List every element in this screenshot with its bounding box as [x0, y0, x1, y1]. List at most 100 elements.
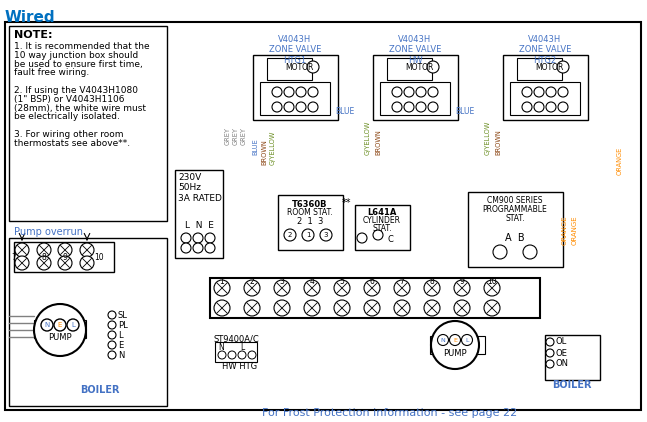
Circle shape — [546, 102, 556, 112]
Text: 4: 4 — [309, 276, 314, 286]
Circle shape — [108, 321, 116, 329]
Text: V4043H
ZONE VALVE
HTG1: V4043H ZONE VALVE HTG1 — [269, 35, 321, 65]
Text: 6: 6 — [369, 276, 375, 286]
Text: L: L — [240, 344, 245, 352]
Text: PL: PL — [118, 320, 127, 330]
Bar — [14, 242, 114, 272]
Text: 7: 7 — [400, 276, 404, 286]
Bar — [260, 82, 330, 115]
Circle shape — [34, 304, 86, 356]
Circle shape — [357, 233, 367, 243]
Text: SL: SL — [118, 311, 128, 319]
Circle shape — [308, 102, 318, 112]
Circle shape — [15, 256, 29, 270]
Text: NOTE:: NOTE: — [14, 30, 52, 40]
Circle shape — [484, 280, 500, 296]
Circle shape — [404, 102, 414, 112]
Text: BOILER: BOILER — [553, 380, 592, 390]
Bar — [168, 108, 632, 378]
Circle shape — [546, 338, 554, 346]
Bar — [510, 82, 580, 115]
Bar — [215, 342, 257, 362]
Text: N: N — [118, 351, 124, 360]
Text: thermostats see above**.: thermostats see above**. — [14, 139, 130, 148]
Circle shape — [523, 245, 537, 259]
Bar — [108, 308, 158, 368]
Circle shape — [428, 102, 438, 112]
Text: G/YELLOW: G/YELLOW — [270, 131, 276, 165]
Bar — [545, 335, 600, 380]
Bar — [380, 82, 450, 115]
Circle shape — [205, 233, 215, 243]
Circle shape — [534, 87, 544, 97]
Circle shape — [274, 280, 290, 296]
Bar — [78, 320, 86, 338]
Text: CM900 SERIES: CM900 SERIES — [487, 196, 543, 205]
Text: MOTOR: MOTOR — [535, 62, 564, 71]
Circle shape — [248, 351, 256, 359]
Text: GREY: GREY — [225, 127, 231, 145]
Bar — [253, 55, 338, 120]
Text: T6360B: T6360B — [292, 200, 328, 209]
Circle shape — [205, 243, 215, 253]
Circle shape — [304, 300, 320, 316]
Bar — [517, 58, 562, 80]
Circle shape — [218, 351, 226, 359]
Circle shape — [244, 300, 260, 316]
Text: 10: 10 — [487, 276, 497, 286]
Text: L641A: L641A — [367, 208, 397, 217]
Text: ON: ON — [556, 360, 569, 368]
Circle shape — [522, 87, 532, 97]
Bar — [210, 278, 540, 318]
Circle shape — [284, 87, 294, 97]
Text: BLUE: BLUE — [455, 108, 474, 116]
Text: 9: 9 — [459, 276, 465, 286]
Text: L  N  E: L N E — [184, 221, 214, 230]
Circle shape — [404, 87, 414, 97]
Bar — [9, 26, 167, 221]
Circle shape — [394, 280, 410, 296]
Bar — [355, 205, 410, 250]
Circle shape — [428, 87, 438, 97]
Circle shape — [427, 61, 439, 73]
Text: Wired: Wired — [5, 10, 56, 25]
Text: L: L — [465, 338, 468, 343]
Text: OE: OE — [556, 349, 568, 357]
Circle shape — [296, 102, 306, 112]
Circle shape — [214, 280, 230, 296]
Bar — [503, 55, 588, 120]
Bar — [373, 55, 458, 120]
Bar — [430, 336, 438, 354]
Circle shape — [296, 87, 306, 97]
Text: ORANGE: ORANGE — [572, 215, 578, 245]
Text: N: N — [45, 322, 50, 328]
Circle shape — [54, 319, 66, 331]
Text: 1: 1 — [219, 276, 225, 286]
Circle shape — [58, 256, 72, 270]
Bar — [34, 320, 42, 338]
Text: PUMP: PUMP — [443, 349, 467, 357]
Circle shape — [484, 300, 500, 316]
Text: BOILER: BOILER — [80, 385, 120, 395]
Circle shape — [214, 300, 230, 316]
Text: BROWN: BROWN — [495, 129, 501, 155]
Circle shape — [394, 300, 410, 316]
Circle shape — [454, 300, 470, 316]
Text: GREY: GREY — [233, 127, 239, 145]
Text: be used to ensure first time,: be used to ensure first time, — [14, 60, 143, 69]
Text: PUMP: PUMP — [48, 333, 72, 343]
Circle shape — [431, 321, 479, 369]
Circle shape — [284, 102, 294, 112]
Text: L: L — [118, 330, 123, 340]
Circle shape — [37, 256, 51, 270]
Circle shape — [15, 243, 29, 257]
Text: E: E — [58, 322, 62, 328]
Text: MOTOR: MOTOR — [285, 62, 313, 71]
Bar — [278, 195, 343, 250]
Circle shape — [302, 229, 314, 241]
Text: (28mm), the white wire must: (28mm), the white wire must — [14, 103, 146, 113]
Text: 7: 7 — [12, 252, 16, 262]
Text: HW HTG: HW HTG — [222, 362, 257, 371]
Text: 2: 2 — [288, 232, 292, 238]
Circle shape — [108, 341, 116, 349]
